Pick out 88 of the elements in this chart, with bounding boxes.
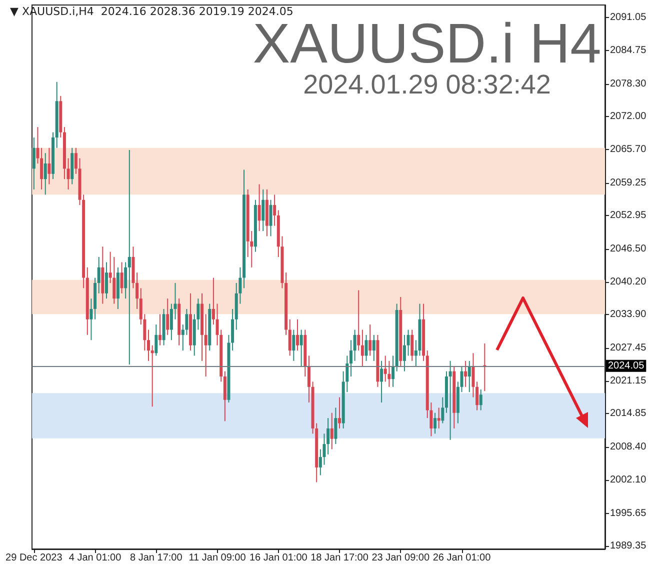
candlestick — [292, 329, 296, 362]
y-tick-label: 2008.40 — [610, 442, 647, 453]
text: 2024.01.29 08:32:42 — [303, 70, 551, 100]
candlestick — [150, 344, 154, 408]
candlestick — [472, 352, 475, 398]
candlestick — [170, 303, 173, 341]
candlestick — [410, 329, 414, 362]
y-tick-label: 2002.10 — [610, 474, 647, 486]
candlestick — [48, 147, 51, 185]
candlestick — [468, 360, 471, 393]
candlestick — [120, 262, 124, 294]
candlestick — [406, 329, 410, 356]
candlestick — [434, 412, 437, 434]
candlestick — [166, 298, 170, 336]
candlestick — [66, 158, 70, 190]
y-tick-label: 2091.05 — [610, 12, 647, 24]
candlestick — [124, 262, 128, 300]
x-tick-label: 18 Jan 17:00 — [310, 552, 369, 564]
candlestick — [154, 324, 158, 356]
candlestick — [36, 126, 40, 164]
candlestick — [300, 329, 303, 367]
candlestick — [360, 329, 364, 367]
candlestick — [288, 318, 292, 356]
candlestick — [104, 262, 108, 300]
candlestick — [40, 147, 44, 190]
x-tick-label: 29 Dec 2023 — [6, 552, 63, 564]
candlestick — [74, 147, 78, 174]
candlestick — [476, 381, 479, 411]
y-tick-label: 2059.25 — [610, 177, 647, 188]
candlestick — [258, 184, 261, 232]
y-tick-label: 2046.50 — [610, 244, 647, 255]
y-tick-label: 2072.00 — [610, 111, 647, 122]
candlestick — [90, 298, 93, 341]
candlestick — [338, 396, 342, 429]
y-tick-label: 2021.15 — [610, 375, 647, 386]
candlestick — [391, 355, 394, 388]
candlestick — [402, 334, 406, 372]
x-tick-label: 26 Jan 01:00 — [432, 552, 492, 564]
candlestick — [223, 370, 226, 422]
candlestick — [460, 366, 464, 393]
ref-line-label: 2024.05 — [608, 360, 645, 372]
candlestick — [464, 360, 468, 388]
y-tick-label: 2014.85 — [610, 408, 647, 420]
y-tick-label: 2078.30 — [610, 78, 647, 90]
candlestick — [174, 282, 177, 320]
candlestick — [262, 188, 265, 232]
candlestick — [334, 407, 338, 445]
candlestick — [357, 290, 360, 352]
y-tick-label: 1995.65 — [610, 508, 647, 519]
candlestick — [448, 360, 452, 440]
candlestick — [437, 407, 440, 429]
candlestick — [479, 388, 482, 411]
candlestick — [231, 308, 234, 352]
x-tick-label: 16 Jan 01:00 — [249, 552, 308, 564]
x-tick-label: 8 Jan 17:00 — [130, 552, 183, 564]
candlestick — [441, 396, 444, 424]
candlestick — [158, 314, 162, 346]
candlestick — [326, 418, 330, 455]
candlestick — [353, 329, 356, 362]
y-tick-label: 1989.35 — [610, 540, 647, 552]
candlestick — [204, 314, 208, 377]
y-tick-label: 2027.45 — [610, 342, 647, 354]
candlestick — [349, 340, 352, 377]
candlestick — [307, 355, 310, 403]
candlestick — [97, 256, 100, 294]
candlestick — [273, 194, 276, 226]
candlestick — [269, 199, 272, 237]
x-tick-label: 11 Jan 09:00 — [188, 552, 246, 564]
candlestick — [44, 152, 47, 196]
y-tick-label: 2040.20 — [610, 276, 647, 288]
y-tick-label: 2033.90 — [610, 309, 647, 320]
x-tick-label: 23 Jan 09:00 — [372, 552, 430, 564]
candlestick — [147, 329, 150, 362]
y-tick-label: 2052.95 — [610, 210, 647, 222]
candlestick — [112, 256, 116, 304]
candlestick — [128, 149, 131, 366]
candlestick — [372, 334, 376, 362]
candlestick — [330, 412, 334, 450]
candlestick — [136, 272, 139, 310]
y-tick-label: 2065.70 — [610, 144, 647, 155]
x-tick-label: 4 Jan 01:00 — [68, 552, 122, 564]
candlestick — [32, 136, 36, 190]
candlestick — [212, 277, 215, 326]
candlestick — [296, 318, 299, 352]
candlestick — [368, 324, 372, 356]
y-tick-label: 2084.75 — [610, 44, 647, 56]
candlestick — [364, 334, 368, 362]
candlestick — [380, 360, 384, 403]
